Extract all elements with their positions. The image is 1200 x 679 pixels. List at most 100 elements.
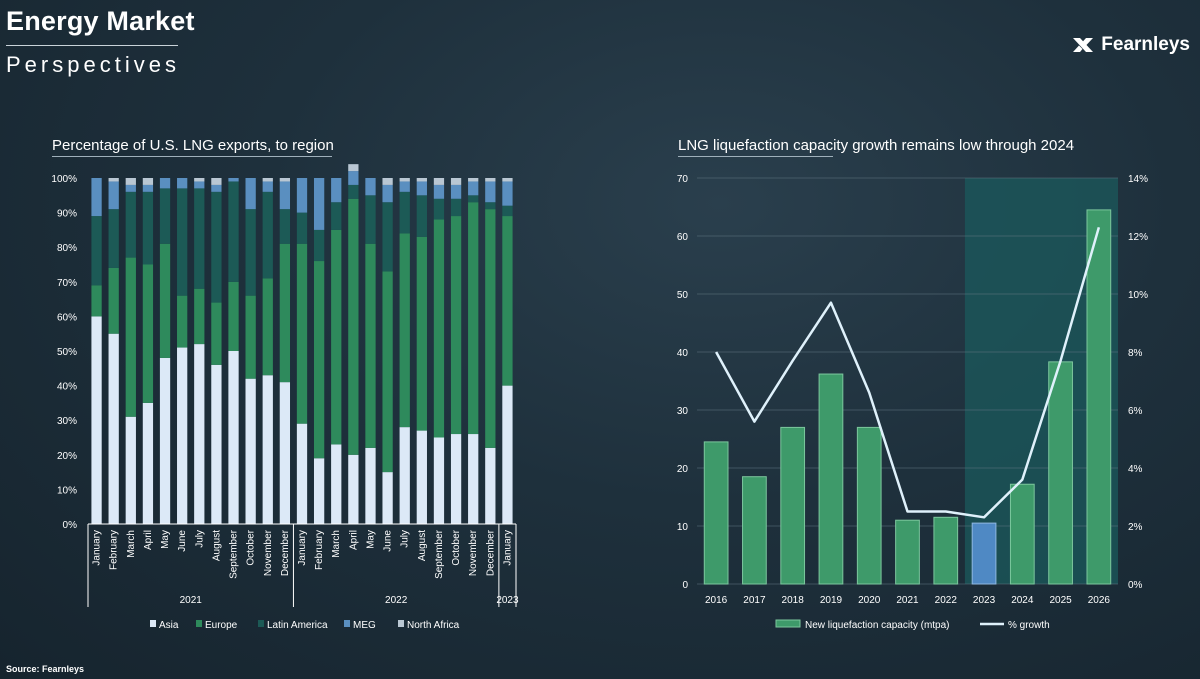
- left-x-tick-label: September: [229, 529, 240, 579]
- left-y-tick-label: 100%: [51, 174, 77, 185]
- stacked-bar-segment-latin-america: [245, 209, 256, 296]
- right-chart-x-tick-label: 2024: [1011, 595, 1034, 606]
- stacked-bar-segment-asia: [159, 357, 171, 524]
- stacked-bar-segment-latin-america: [125, 191, 136, 258]
- stacked-bar-segment-asia: [485, 447, 496, 524]
- stacked-bar-segment-latin-america: [468, 195, 479, 203]
- stacked-bar-segment-asia: [382, 472, 393, 524]
- left-x-tick-label: December: [485, 529, 496, 576]
- stacked-bar-segment-meg: [313, 178, 325, 230]
- year-group-label: 2022: [385, 595, 408, 606]
- right-chart-left-tick-label: 20: [677, 464, 689, 475]
- left-x-tick-label: April: [143, 530, 154, 550]
- stacked-bar-segment-latin-america: [433, 198, 445, 220]
- stacked-bar-segment-asia: [313, 458, 325, 524]
- stacked-bar-segment-latin-america: [450, 198, 462, 217]
- right-chart-x-tick-label: 2017: [743, 595, 766, 606]
- stacked-bar-segment-north-africa: [211, 178, 222, 185]
- left-x-tick-label: November: [468, 529, 479, 576]
- stacked-bar-segment-asia: [108, 333, 119, 524]
- stacked-bar-segment-meg: [279, 181, 291, 210]
- right-chart-x-tick-label: 2025: [1049, 595, 1072, 606]
- stacked-bar-segment-asia: [211, 364, 222, 524]
- stacked-bar-segment-asia: [296, 423, 308, 524]
- left-x-tick-label: August: [417, 530, 428, 561]
- stacked-bar-segment-north-africa: [433, 178, 445, 185]
- right-chart-x-tick-label: 2018: [782, 595, 805, 606]
- stacked-bar-segment-north-africa: [502, 178, 513, 182]
- right-chart-right-tick-label: 10%: [1128, 290, 1148, 301]
- stacked-bar-segment-asia: [194, 344, 205, 524]
- stacked-bar-segment-north-africa: [142, 178, 154, 185]
- capacity-bar: [780, 426, 806, 585]
- left-chart-title-underline: [52, 156, 332, 157]
- stacked-bar-segment-north-africa: [382, 178, 393, 185]
- right-chart-left-tick-label: 60: [677, 232, 689, 243]
- right-chart-left-tick-label: 40: [677, 348, 689, 359]
- capacity-bar: [703, 441, 729, 585]
- left-x-tick-label: December: [280, 529, 291, 576]
- stacked-bar-segment-meg: [142, 184, 154, 192]
- stacked-bar-segment-latin-america: [228, 181, 239, 282]
- page-title: Energy Market: [6, 6, 195, 36]
- stacked-bar-segment-europe: [108, 267, 119, 334]
- left-x-tick-label: January: [92, 530, 103, 566]
- stacked-bar-segment-asia: [262, 375, 273, 524]
- right-chart-right-tick-label: 4%: [1128, 464, 1143, 475]
- left-y-tick-label: 60%: [57, 312, 77, 323]
- left-x-tick-label: October: [451, 529, 462, 565]
- stacked-bar-segment-europe: [279, 243, 291, 383]
- stacked-bar-segment-latin-america: [365, 195, 376, 244]
- stacked-bar-segment-latin-america: [416, 195, 427, 237]
- right-chart-x-tick-label: 2021: [896, 595, 919, 606]
- stacked-bar-segment-latin-america: [142, 191, 154, 265]
- stacked-bar-segment-north-africa: [468, 178, 479, 182]
- capacity-bar: [971, 522, 997, 585]
- stacked-bar-segment-meg: [228, 178, 239, 182]
- stacked-bar-segment-europe: [365, 243, 376, 448]
- right-chart-left-tick-label: 70: [677, 174, 689, 185]
- left-x-tick-label: March: [331, 530, 342, 558]
- legend-swatch-europe: [196, 620, 202, 627]
- left-x-tick-label: February: [109, 530, 120, 570]
- stacked-bar-segment-meg: [91, 178, 102, 217]
- right-chart-title: LNG liquefaction capacity growth remains…: [678, 137, 1075, 154]
- left-y-tick-label: 30%: [57, 416, 77, 427]
- stacked-bar-segment-meg: [502, 181, 513, 206]
- stacked-bar-segment-europe: [194, 288, 205, 345]
- stacked-bar-segment-europe: [296, 243, 308, 424]
- right-chart-x-tick-label: 2016: [705, 595, 728, 606]
- stacked-bar-segment-latin-america: [382, 202, 393, 272]
- stacked-bar-segment-meg: [262, 181, 273, 192]
- stacked-bar-segment-latin-america: [108, 209, 119, 268]
- stacked-bar-segment-meg: [382, 184, 393, 203]
- stacked-bar-segment-meg: [194, 181, 205, 189]
- legend-label-asia: Asia: [159, 620, 179, 631]
- stacked-bar-segment-meg: [450, 184, 462, 199]
- capacity-bar: [1009, 483, 1035, 585]
- left-y-tick-label: 70%: [57, 278, 77, 289]
- stacked-bar-segment-europe: [228, 281, 239, 351]
- stacked-bar-segment-europe: [211, 302, 222, 365]
- left-x-tick-label: April: [348, 530, 359, 550]
- stacked-bar-segment-north-africa: [262, 178, 273, 182]
- stacked-bar-segment-asia: [331, 444, 342, 524]
- stacked-bar-segment-north-africa: [399, 178, 410, 182]
- left-y-tick-label: 40%: [57, 382, 77, 393]
- left-x-tick-label: July: [194, 530, 205, 548]
- stacked-bar-segment-europe: [245, 295, 256, 379]
- stacked-bar-segment-europe: [485, 209, 496, 448]
- stacked-bar-segment-europe: [177, 295, 188, 348]
- stacked-bar-segment-latin-america: [331, 202, 342, 230]
- title-divider: [6, 45, 178, 46]
- stacked-bar-segment-europe: [348, 198, 359, 455]
- source-note: Source: Fearnleys: [6, 664, 85, 674]
- stacked-bar-segment-meg: [348, 171, 359, 185]
- left-x-tick-label: May: [160, 530, 171, 549]
- left-x-tick-label: August: [211, 530, 222, 561]
- stacked-bar-segment-asia: [365, 447, 376, 524]
- stacked-bar-segment-asia: [228, 351, 239, 524]
- right-chart-title-underline: [678, 156, 833, 157]
- capacity-bar: [856, 426, 882, 585]
- stacked-bar-segment-meg: [468, 181, 479, 196]
